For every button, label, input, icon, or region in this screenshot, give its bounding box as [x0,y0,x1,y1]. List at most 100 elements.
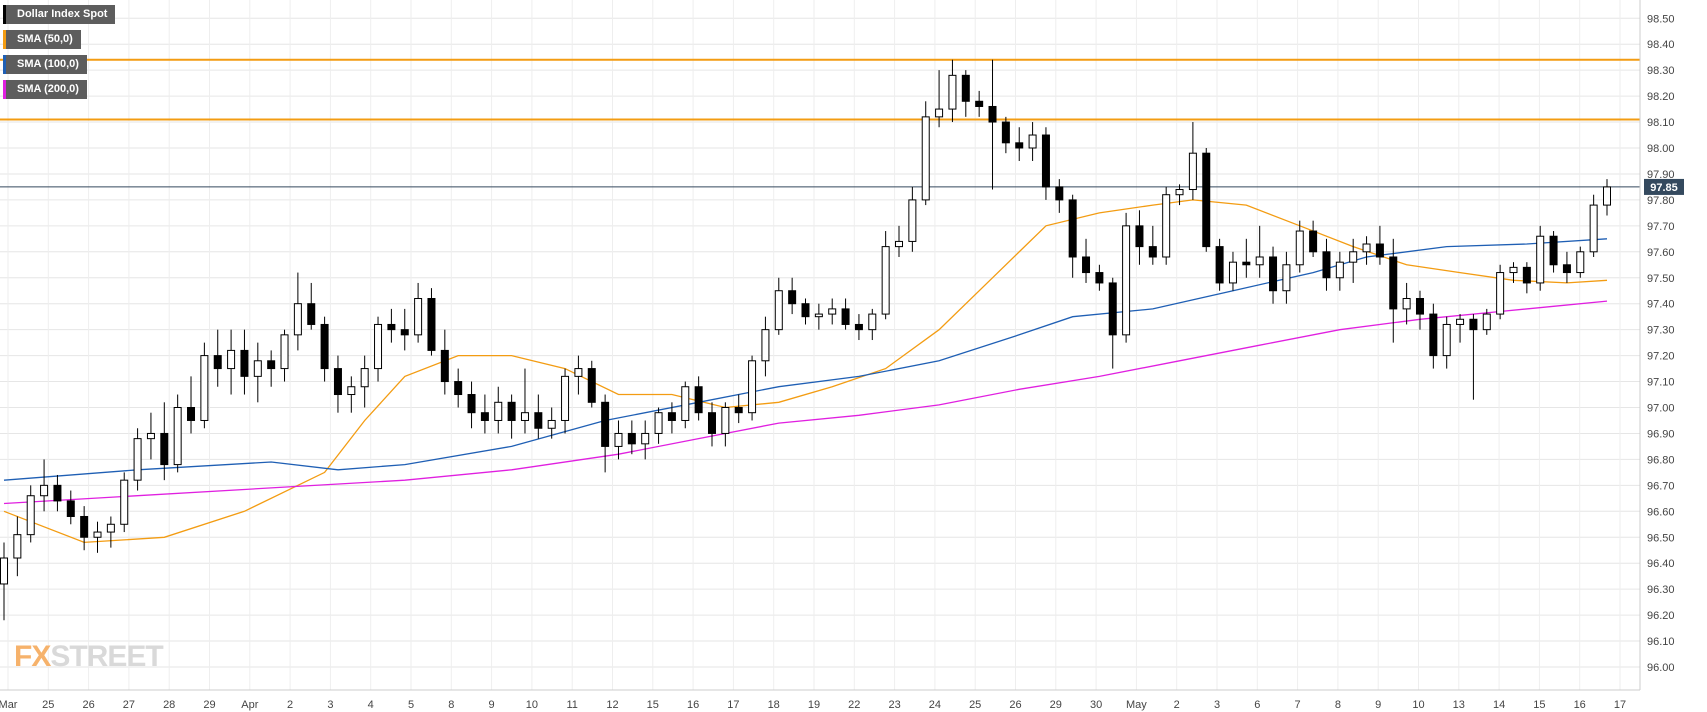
candle-body [13,534,22,559]
candle-body [414,298,423,336]
horizontal-levels [0,58,1640,188]
candle-body [360,368,369,388]
candle-body [40,484,49,497]
candle-body [120,479,129,525]
candle-body [1162,194,1171,258]
legend-swatch [3,55,6,74]
candle-body [1496,272,1505,315]
legend-item-sma100[interactable]: SMA (100,0) [3,55,87,74]
candle-body [1509,266,1518,274]
candle-body [1536,235,1545,284]
candle-body [1389,256,1398,310]
x-tick-label: 26 [82,699,94,711]
candle-body [1562,264,1571,274]
x-tick-label: Mar [0,699,18,711]
candle-body [1549,235,1558,266]
x-tick-label: 25 [969,699,981,711]
candle-body [1442,323,1451,357]
candle-body [921,116,930,201]
grid [0,0,1640,690]
candle-body [948,74,957,110]
candle-body [320,323,329,370]
candle-body [1335,261,1344,279]
candle-body [0,557,8,585]
x-tick-label: 14 [1493,699,1505,711]
x-tick-label: 19 [808,699,820,711]
x-tick-label: 28 [163,699,175,711]
legend-swatch [3,30,6,49]
y-tick-label: 96.30 [1647,584,1675,596]
candle-body [1015,142,1024,149]
x-tick-label: 10 [526,699,538,711]
last-price-box [1644,178,1684,195]
candle-body [881,246,890,315]
candle-body [173,407,182,466]
y-tick-label: 96.10 [1647,636,1675,648]
candle-body [374,323,383,370]
y-tick-label: 98.50 [1647,13,1675,25]
candle-body [26,495,35,536]
candle-body [534,412,543,429]
candle-body [1135,225,1144,248]
candle-body [427,298,436,351]
x-tick-label: 29 [1050,699,1062,711]
candle-body [654,412,663,434]
x-tick-label: May [1126,699,1147,711]
candle-body [80,515,89,538]
x-tick-label: 8 [1335,699,1341,711]
candle-body [1028,134,1037,149]
x-tick-label: 22 [848,699,860,711]
legend-swatch [3,5,6,24]
candle-body [66,500,75,517]
candle-body [1603,186,1611,206]
x-tick-label: 7 [1295,699,1301,711]
candle-body [440,349,449,383]
candle-body [187,407,196,421]
x-tick-label: 27 [123,699,135,711]
candle-body [1255,256,1264,266]
candle-body [1095,272,1104,284]
candle-body [988,105,997,123]
candle-body [935,108,944,118]
legend-item-sma50[interactable]: SMA (50,0) [3,30,81,49]
x-tick-label: 18 [768,699,780,711]
x-tick-label: 9 [489,699,495,711]
y-tick-label: 96.60 [1647,506,1675,518]
x-tick-label: 6 [1254,699,1260,711]
candle-body [1429,313,1438,357]
candle-body [1282,264,1291,292]
candle-body [507,401,516,421]
candle-body [761,329,770,362]
candle-body [814,313,823,318]
x-tick-label: 11 [566,699,577,711]
candle-body [1309,230,1318,253]
candle-body [106,523,115,533]
x-tick-label: 25 [42,699,54,711]
candle-body [547,419,556,429]
candle-body [1522,266,1531,284]
legend-item-price[interactable]: Dollar Index Spot [3,5,116,24]
candle-body [1068,199,1077,258]
x-tick-label: 24 [929,699,941,711]
candle-body [1482,313,1491,331]
candle-body [1041,134,1050,188]
last-price-label: 97.85 [1650,182,1678,194]
candle-body [694,386,703,414]
y-tick-label: 97.90 [1647,169,1675,181]
y-tick-label: 97.00 [1647,403,1675,415]
candle-body [267,360,276,370]
legend: Dollar Index Spot SMA (50,0) SMA (100,0)… [3,5,116,105]
plot-background [0,0,1640,690]
x-tick-label: 30 [1090,699,1102,711]
candle-body [1202,152,1211,248]
candle-body [1415,298,1424,315]
candle-body [333,368,342,396]
legend-item-sma200[interactable]: SMA (200,0) [3,80,87,99]
candle-body [895,240,904,248]
candle-body [641,432,650,445]
y-tick-label: 97.10 [1647,377,1675,389]
fxstreet-logo: FXSTREET [14,640,164,674]
candle-body [387,323,396,331]
candle-body [146,432,155,440]
candle-body [975,100,984,107]
